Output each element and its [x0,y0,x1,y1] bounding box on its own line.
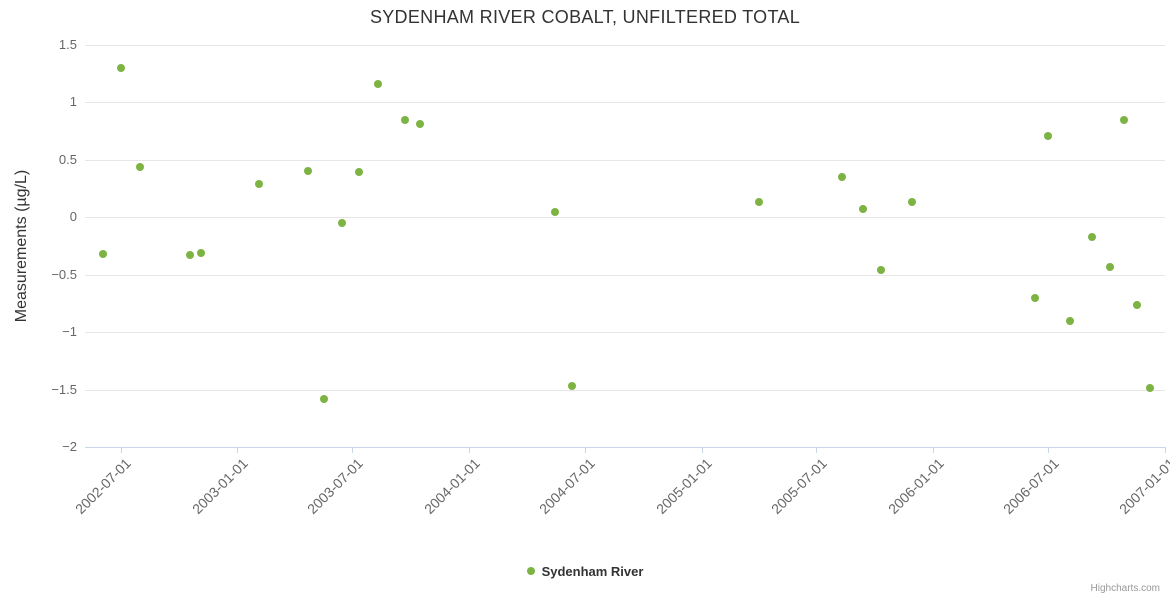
y-gridline [85,389,1165,391]
chart-title: SYDENHAM RIVER COBALT, UNFILTERED TOTAL [369,7,801,27]
data-point[interactable] [876,266,885,275]
data-point[interactable] [551,207,560,216]
x-axis-tick-mark [933,447,935,453]
y-axis-tick-label: 0.5 [58,151,77,167]
x-axis-tick-label: 2002-07-01 [71,455,134,517]
y-axis-tick-label: −1 [62,324,77,340]
data-point[interactable] [1087,232,1096,241]
x-axis-tick-label: 2007-01-01 [1116,455,1170,517]
data-point[interactable] [254,179,263,188]
data-point[interactable] [567,382,576,391]
data-point[interactable] [338,219,347,228]
y-axis-tick-label: −1.5 [51,381,77,397]
data-point[interactable] [754,198,763,207]
legend-item-sydenham-river[interactable]: Sydenham River [0,561,1170,581]
data-point[interactable] [401,115,409,124]
data-point[interactable] [859,205,868,214]
data-point[interactable] [1044,131,1053,140]
y-axis-title: Measurements (µg/L) [13,169,30,323]
legend-label: Sydenham River [541,563,644,579]
highcharts-credits-link[interactable]: Highcharts.com [1090,583,1160,594]
y-axis-tick-label: 0 [69,209,77,225]
y-gridline [85,217,1165,219]
x-axis-tick-label: 2003-01-01 [188,455,251,517]
data-point[interactable] [303,167,312,176]
y-gridline [85,102,1165,104]
data-point[interactable] [354,168,363,177]
data-point[interactable] [1065,316,1074,325]
data-point[interactable] [838,173,847,182]
data-point[interactable] [1145,384,1154,393]
data-point[interactable] [99,250,108,259]
data-point[interactable] [196,248,205,257]
x-axis-tick-mark [1165,447,1166,453]
y-axis-tick-label: −2 [62,439,77,454]
y-gridline [85,45,1165,46]
y-gridline [85,332,1165,334]
data-point[interactable] [116,63,125,72]
data-point[interactable] [319,394,328,403]
x-axis-tick-mark [120,447,122,453]
data-point[interactable] [135,162,144,171]
x-axis-tick-mark [1048,447,1050,453]
legend-marker-icon [526,567,535,575]
data-point[interactable] [373,80,382,89]
x-axis-tick-label: 2006-01-01 [884,455,947,517]
data-point[interactable] [416,120,425,129]
x-axis-tick-label: 2006-07-01 [999,455,1062,517]
y-gridline [85,159,1165,161]
x-axis-tick-label: 2004-01-01 [420,455,483,517]
x-axis-line [85,447,1165,448]
data-point[interactable] [1133,300,1142,309]
data-point[interactable] [1105,262,1114,271]
x-axis-tick-mark [469,447,471,453]
y-axis-tick-label: −0.5 [51,266,77,282]
x-axis-tick-mark [584,447,586,453]
x-axis-tick-mark [816,447,818,453]
y-axis-tick-label: 1.5 [58,37,77,52]
x-axis-tick-label: 2005-01-01 [652,455,715,517]
x-axis-tick-mark [352,447,354,453]
x-axis-tick-label: 2003-07-01 [303,455,366,517]
data-point[interactable] [1119,115,1128,124]
data-point[interactable] [186,251,195,260]
data-point[interactable] [1030,293,1039,302]
x-axis-tick-label: 2004-07-01 [536,455,599,517]
x-axis-tick-mark [237,447,239,453]
x-axis-tick-mark [701,447,703,453]
data-point[interactable] [907,198,916,207]
y-axis-tick-label: 1 [69,94,77,110]
x-axis-tick-label: 2005-07-01 [767,455,830,517]
y-gridline [85,274,1165,276]
